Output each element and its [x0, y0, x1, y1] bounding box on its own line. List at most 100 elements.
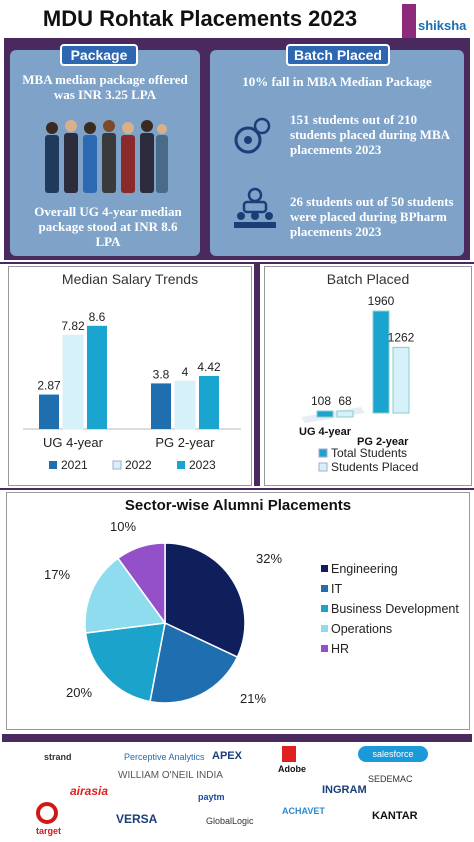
legend-swatch: [321, 645, 328, 652]
batch-placed-chart-title: Batch Placed: [326, 271, 410, 287]
bar: [62, 334, 84, 430]
people-illustration: [40, 118, 168, 196]
divider-2: [0, 488, 474, 490]
slice-label: 20%: [66, 685, 92, 700]
legend-label: Engineering: [331, 562, 398, 576]
recruiters-strip: strand Perceptive Analytics APEX Adobe s…: [0, 744, 474, 842]
recruiter-logo: KANTAR: [372, 810, 418, 822]
legend-label: 2021: [61, 458, 88, 472]
recruiter-logo: salesforce: [358, 746, 428, 762]
batch-text-bpharm: 26 students out of 50 students were plac…: [290, 194, 454, 239]
gear-person-illustration: [228, 116, 274, 162]
legend-label: Students Placed: [331, 460, 418, 474]
adobe-icon: [282, 746, 296, 762]
recruiter-logo: paytm: [198, 792, 225, 802]
divider: [0, 262, 474, 264]
bar: [39, 394, 59, 429]
bar: [372, 310, 390, 414]
data-label: 3.8: [153, 367, 170, 381]
team-illustration: [232, 186, 278, 232]
recruiter-logo: airasia: [70, 784, 109, 798]
bar: [199, 375, 219, 429]
slice-label: 10%: [110, 519, 136, 534]
category-label: PG 2-year: [155, 435, 215, 450]
sector-chart-box: Sector-wise Alumni Placements 32% 21% 20% 1…: [6, 492, 470, 730]
recruiter-logo: SEDEMAC: [368, 774, 413, 784]
recruiter-logo: target: [36, 826, 62, 836]
legend-label: Total Students: [331, 446, 407, 460]
data-label: 108: [311, 394, 331, 408]
data-label: 4: [182, 365, 189, 379]
data-label: 1262: [388, 330, 415, 344]
gear-icon: [234, 117, 271, 154]
data-label: 4.42: [197, 360, 221, 374]
legend-label: 2022: [125, 458, 152, 472]
package-text-ug: Overall UG 4-year median package stood a…: [34, 204, 182, 249]
legend-swatch: [177, 461, 185, 469]
pie-slice: [84, 622, 166, 703]
recruiter-logo: Perceptive Analytics: [124, 752, 205, 762]
business-people-icon: [45, 120, 168, 193]
page-title: MDU Rohtak Placements 2023: [42, 6, 358, 31]
batch-placed-chart-box: Batch Placed 108 68 1960 1262 UG 4-year PG 2-…: [264, 266, 472, 486]
bottom-divider: [2, 734, 472, 742]
shiksha-logo-icon: [402, 4, 416, 38]
pie-slice: [116, 542, 166, 626]
bar: [151, 383, 171, 429]
bar: [174, 380, 196, 430]
bar: [392, 346, 410, 414]
bar: [316, 410, 334, 418]
recruiter-logo: INGRAM: [322, 784, 367, 796]
legend-swatch: [318, 448, 328, 458]
batch-panel: [210, 50, 464, 256]
bar: [336, 410, 354, 418]
batch-text-mba: 151 students out of 210 students placed …: [290, 112, 450, 157]
legend-swatch: [321, 585, 328, 592]
legend-swatch: [318, 462, 328, 472]
pie-slice: [84, 557, 167, 634]
category-label: UG 4-year: [43, 435, 104, 450]
target-icon: [36, 802, 58, 824]
recruiter-logo: ACHAVET: [282, 806, 325, 816]
bar: [87, 325, 107, 429]
pie-slice: [164, 542, 246, 659]
legend-label: Business Development: [331, 602, 459, 616]
pie-slice: [149, 621, 239, 704]
batch-header: Batch Placed: [286, 44, 390, 66]
package-header: Package: [60, 44, 138, 66]
legend-label: HR: [331, 642, 349, 656]
slice-label: 21%: [240, 691, 266, 706]
legend-swatch: [321, 565, 328, 572]
sector-pie-chart: 32% 21% 20% 17% 10% Engineering IT Business Dev…: [44, 519, 459, 706]
median-salary-chart-title: Median Salary Trends: [61, 271, 199, 287]
brand-name: shiksha: [418, 18, 467, 33]
legend-label: IT: [331, 582, 342, 596]
legend-label: 2023: [189, 458, 216, 472]
category-label: PG 2-year: [357, 436, 409, 448]
batch-text-fall: 10% fall in MBA Median Package: [242, 74, 432, 89]
slice-label: 32%: [256, 551, 282, 566]
recruiter-logo: GlobalLogic: [206, 816, 254, 826]
shiksha-logo: [402, 4, 470, 38]
median-salary-chart-box: Median Salary Trends 2.87 7.82 8.6 UG 4-yea…: [8, 266, 252, 486]
recruiter-logo: VERSA: [116, 812, 158, 826]
legend-swatch: [112, 460, 122, 470]
data-label: 2.87: [37, 379, 61, 393]
data-label: 7.82: [61, 319, 85, 333]
recruiter-logo: Adobe: [278, 764, 306, 774]
legend-swatch: [321, 605, 328, 612]
data-label: 68: [338, 394, 352, 408]
team-icon: [234, 187, 276, 228]
recruiter-logo: WILLIAM O'NEIL INDIA: [118, 770, 223, 781]
recruiter-logo: APEX: [212, 750, 242, 762]
data-label: 1960: [368, 294, 395, 308]
legend-swatch: [321, 625, 328, 632]
legend-label: Operations: [331, 622, 392, 636]
package-text-mba: MBA median package offered was INR 3.25 …: [22, 72, 188, 102]
category-label: UG 4-year: [299, 426, 352, 438]
legend-swatch: [49, 461, 57, 469]
sector-chart-title: Sector-wise Alumni Placements: [124, 497, 352, 514]
slice-label: 17%: [44, 567, 70, 582]
